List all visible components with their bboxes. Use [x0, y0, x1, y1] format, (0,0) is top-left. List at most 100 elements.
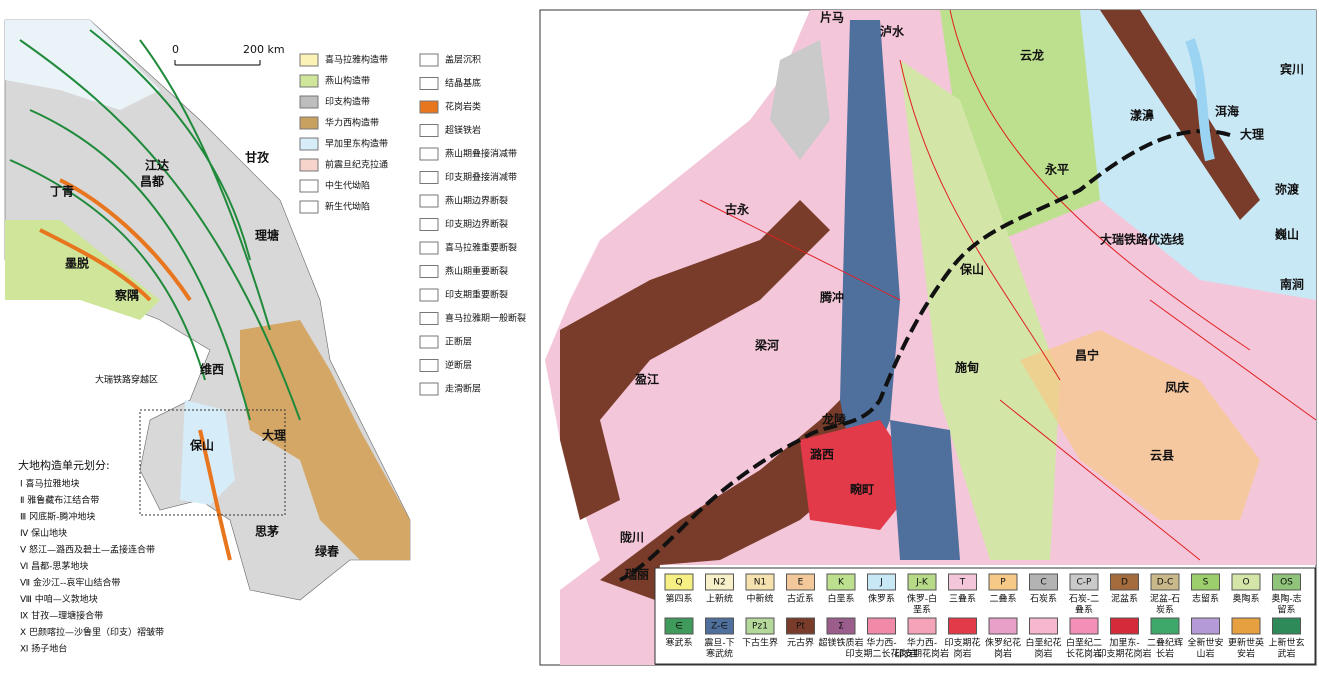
place-label: 墨脱 [65, 256, 89, 271]
legend-label: 超镁铁质岩 [818, 637, 863, 649]
legend-label: 岗岩 [953, 648, 971, 660]
unit-J [1050, 10, 1316, 300]
legend-code: N2 [713, 578, 725, 588]
legend-label: 正断层 [445, 336, 472, 348]
legend-label: 垩系 [913, 605, 931, 616]
legend-label: 印支构造带 [325, 96, 370, 108]
unit-item: Ⅰ 喜马拉雅地块 [20, 478, 80, 490]
legend-swatch [1272, 617, 1301, 635]
legend-swatch [419, 147, 439, 161]
place-label: 甘孜 [245, 150, 270, 165]
legend-swatch [419, 77, 439, 90]
legend-label: 二叠纪辉 [1147, 637, 1183, 649]
place-label: 古永 [725, 202, 749, 217]
place-label: 龙陵 [822, 412, 847, 427]
legend-label: 更新世英 [1228, 637, 1264, 649]
legend-swatch [1191, 573, 1220, 591]
legend-swatch [299, 74, 319, 88]
unit-Z-E [890, 420, 960, 560]
legend-label: 三叠系 [949, 594, 976, 605]
tectonic-region [240, 320, 410, 560]
legend-label: 岗岩 [994, 648, 1012, 660]
legend-swatch [907, 573, 937, 591]
place-label: 保山 [959, 262, 984, 277]
legend-swatch [1069, 617, 1099, 635]
place-label: 云龙 [1020, 48, 1044, 63]
place-label: 漾濞 [1130, 108, 1154, 123]
legend-label: 炭系 [1156, 605, 1174, 616]
legend-code: Pt [796, 622, 805, 632]
legend-label: 华力西构造带 [325, 117, 379, 129]
legend-swatch [867, 573, 896, 591]
unit-item: Ⅺ 扬子地台 [20, 643, 67, 655]
legend-label: 元古界 [787, 637, 814, 649]
legend-swatch [419, 124, 439, 137]
unit-item: Ⅴ 怒江—潞西及碧土—孟接连合带 [20, 544, 155, 556]
legend-label: 泥盆系 [1111, 593, 1138, 605]
place-label: 弥渡 [1275, 182, 1300, 197]
legend-label: 花岗岩类 [445, 101, 481, 113]
legend-label: 印支期叠接消减带 [445, 171, 517, 183]
unit-item: Ⅵ 昌都-思茅地块 [20, 560, 88, 572]
tectonic-region [5, 20, 160, 110]
legend-label: 喜马拉雅重要断裂 [445, 242, 517, 254]
legend-label: 上新统 [706, 593, 733, 605]
legend-code: T [959, 578, 966, 588]
legend-swatch [988, 617, 1018, 635]
legend-label: 燕山期重要断裂 [445, 265, 508, 277]
legend-code: OS [1280, 578, 1293, 588]
unit-item: Ⅸ 甘孜—理塘接合带 [20, 610, 103, 622]
legend-swatch [786, 617, 815, 635]
legend-swatch [419, 53, 439, 67]
legend-label: 印支期花 [944, 637, 980, 649]
legend-label: 全新世安 [1187, 637, 1223, 649]
legend-label: 石炭-二 [1069, 594, 1099, 605]
legend-code: D-C [1157, 578, 1173, 588]
legend-label: 印支期二长花岗岩 [845, 648, 917, 660]
place-label: 片马 [820, 10, 844, 25]
place-label: 腾冲 [819, 290, 844, 305]
legend-swatch [419, 241, 439, 255]
lake [1185, 38, 1215, 162]
place-label: 维西 [200, 362, 224, 377]
place-label: 江达 [145, 158, 169, 173]
bottom-legend: Q 第四系 N2 上新统 N1 中新统 E 古近系 K 白垩系 J 侏罗系 J-K 侏罗-白垩系 T 三叠系 P… [664, 573, 1305, 660]
legend-label: 华力西- [866, 637, 896, 649]
granite-belt [39, 178, 232, 561]
legend-label: 印支期重要断裂 [445, 289, 508, 301]
legend-label: 印支期花岗岩 [1097, 648, 1151, 660]
legend-label: 白垩纪花 [1025, 637, 1061, 649]
legend-swatch [419, 359, 439, 372]
legend-label: 印支期边界断裂 [445, 218, 508, 230]
legend-label: 喜马拉雅期一般断裂 [445, 312, 526, 324]
legend-label: 前震旦纪克拉通 [325, 159, 388, 171]
unit-item: Ⅲ 冈底斯-腾冲地块 [20, 511, 95, 523]
legend-code: O [1242, 578, 1249, 588]
legend-label: 岗岩 [1034, 648, 1052, 660]
unit-item: Ⅹ 巴颜喀拉—沙鲁里（印支）褶皱带 [20, 626, 164, 638]
left-map [4, 19, 411, 601]
legend-swatch [1231, 573, 1261, 591]
unit-item: Ⅱ 雅鲁藏布江结合带 [20, 494, 99, 506]
legend-swatch [786, 573, 815, 591]
legend-swatch [826, 573, 856, 591]
legend-swatch [907, 617, 937, 635]
legend-swatch [1191, 617, 1220, 635]
legend-label: 加里东- [1109, 637, 1139, 649]
legend-label: 留系 [1277, 604, 1295, 616]
legend-swatch [867, 617, 896, 635]
legend-swatch [299, 95, 319, 109]
legend-code: D [1121, 578, 1128, 588]
legend-label: 侏罗-白 [907, 593, 937, 605]
legend-label: 武岩 [1277, 648, 1295, 660]
legend-code: C-P [1077, 578, 1093, 588]
legend-code: J [879, 578, 883, 588]
legend-label: 盖层沉积 [445, 54, 481, 66]
place-label: 云县 [1150, 449, 1174, 463]
legend-swatch [705, 617, 734, 635]
legend-code: S [1203, 578, 1209, 588]
legend-code: K [838, 578, 845, 588]
legend-label: 第四系 [665, 593, 692, 605]
legend-label: 早加里东构造带 [325, 138, 388, 150]
